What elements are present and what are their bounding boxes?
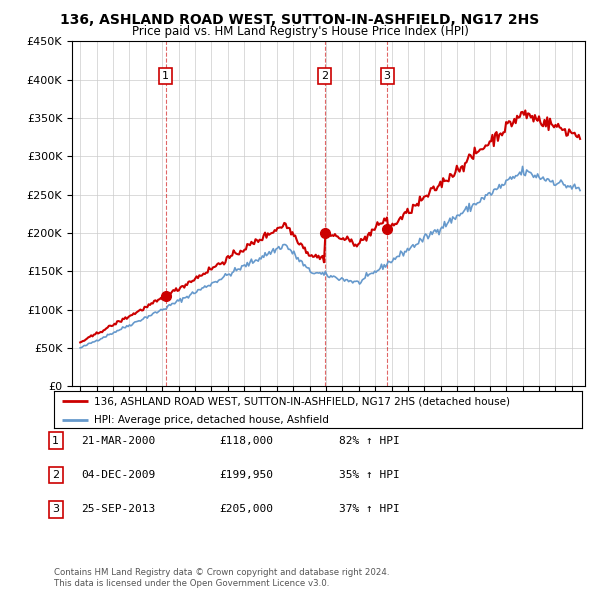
Text: Contains HM Land Registry data © Crown copyright and database right 2024.: Contains HM Land Registry data © Crown c… xyxy=(54,568,389,577)
Text: 1: 1 xyxy=(162,71,169,81)
Text: 04-DEC-2009: 04-DEC-2009 xyxy=(81,470,155,480)
Text: 3: 3 xyxy=(383,71,391,81)
Text: £205,000: £205,000 xyxy=(219,504,273,514)
Text: 2: 2 xyxy=(52,470,59,480)
Text: 25-SEP-2013: 25-SEP-2013 xyxy=(81,504,155,514)
Text: £199,950: £199,950 xyxy=(219,470,273,480)
Text: HPI: Average price, detached house, Ashfield: HPI: Average price, detached house, Ashf… xyxy=(94,415,328,425)
Text: 82% ↑ HPI: 82% ↑ HPI xyxy=(339,436,400,445)
Text: Price paid vs. HM Land Registry's House Price Index (HPI): Price paid vs. HM Land Registry's House … xyxy=(131,25,469,38)
Text: 3: 3 xyxy=(52,504,59,514)
Text: 136, ASHLAND ROAD WEST, SUTTON-IN-ASHFIELD, NG17 2HS: 136, ASHLAND ROAD WEST, SUTTON-IN-ASHFIE… xyxy=(61,13,539,27)
Text: This data is licensed under the Open Government Licence v3.0.: This data is licensed under the Open Gov… xyxy=(54,579,329,588)
Text: 35% ↑ HPI: 35% ↑ HPI xyxy=(339,470,400,480)
Text: 1: 1 xyxy=(52,436,59,445)
Text: 37% ↑ HPI: 37% ↑ HPI xyxy=(339,504,400,514)
Text: 21-MAR-2000: 21-MAR-2000 xyxy=(81,436,155,445)
Text: £118,000: £118,000 xyxy=(219,436,273,445)
Text: 136, ASHLAND ROAD WEST, SUTTON-IN-ASHFIELD, NG17 2HS (detached house): 136, ASHLAND ROAD WEST, SUTTON-IN-ASHFIE… xyxy=(94,396,509,407)
Text: 2: 2 xyxy=(321,71,328,81)
